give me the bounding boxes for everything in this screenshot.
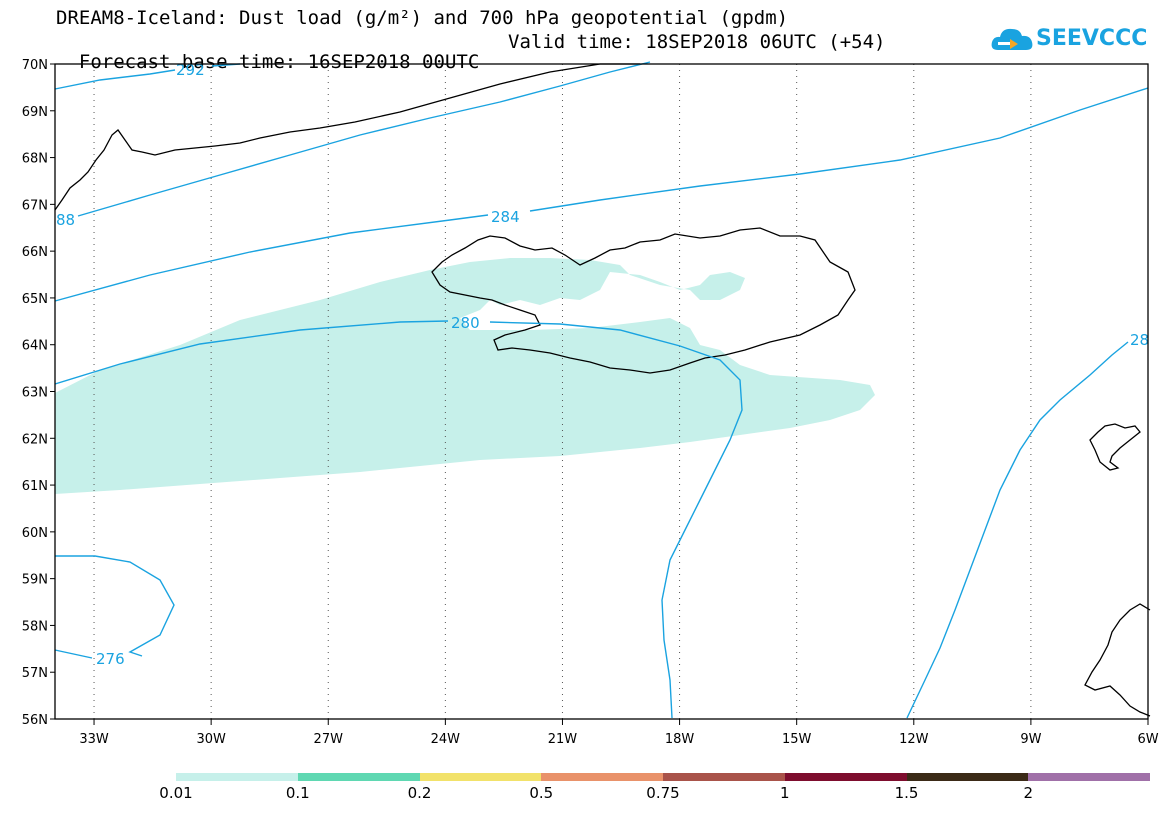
cloud-icon xyxy=(991,28,1033,50)
contour-label-276: 276 xyxy=(96,650,125,668)
colorbar-swatch xyxy=(419,773,542,781)
contour-28x-east xyxy=(906,341,1129,719)
colorbar-swatch xyxy=(906,773,1029,781)
contour-labels: 292 88 284 280 28 276 xyxy=(56,61,1149,668)
lat-label: 64N xyxy=(22,339,48,354)
contour-label-280: 280 xyxy=(451,314,480,332)
longitude-axis: 33W 30W 27W 24W 21W 18W 15W 12W 9W 6W xyxy=(79,719,1159,747)
lon-label: 15W xyxy=(782,732,812,747)
contour-292 xyxy=(54,63,241,90)
forecast-base-time: Forecast base time: 16SEP2018 00UTC xyxy=(78,51,480,73)
lon-label: 30W xyxy=(196,732,226,747)
latitude-axis: 70N 69N 68N 67N 66N 65N 64N 63N 62N 61N 60N 59N 58N 5… xyxy=(22,58,55,728)
lat-label: 62N xyxy=(22,432,48,447)
lon-label: 6W xyxy=(1137,732,1158,747)
logo-text: SEEVCCC xyxy=(1036,26,1148,51)
valid-time: Valid time: 18SEP2018 06UTC (+54) xyxy=(508,31,886,53)
colorbar xyxy=(176,773,1150,781)
lon-label: 12W xyxy=(899,732,929,747)
colorbar-swatch xyxy=(541,773,663,781)
geopotential-contours xyxy=(54,61,1149,719)
colorbar-label: 1 xyxy=(779,784,790,802)
contour-label-284: 284 xyxy=(491,208,520,226)
colorbar-swatch xyxy=(663,773,785,781)
lat-label: 57N xyxy=(22,666,48,681)
lon-label: 9W xyxy=(1020,732,1041,747)
lat-label: 69N xyxy=(22,105,48,120)
contour-280 xyxy=(54,320,743,719)
map-subtitle: Forecast base time: 16SEP2018 00UTC Vali… xyxy=(56,32,886,92)
lat-label: 67N xyxy=(22,198,48,213)
lat-label: 61N xyxy=(22,479,48,494)
contour-288 xyxy=(77,61,651,217)
lat-label: 66N xyxy=(22,245,48,260)
lon-label: 24W xyxy=(431,732,461,747)
contour-276 xyxy=(54,555,175,659)
lon-label: 33W xyxy=(79,732,109,747)
colorbar-swatch xyxy=(784,773,907,781)
seevccc-logo: SEEVCCC xyxy=(990,22,1150,58)
lat-label: 70N xyxy=(22,58,48,73)
lat-label: 65N xyxy=(22,292,48,307)
coastlines xyxy=(54,63,1151,717)
lat-label: 56N xyxy=(22,713,48,728)
lon-label: 27W xyxy=(314,732,344,747)
colorbar-label: 0.1 xyxy=(285,784,310,802)
map-title: DREAM8-Iceland: Dust load (g/m²) and 700… xyxy=(56,7,789,29)
greenland-coast xyxy=(54,63,640,211)
colorbar-swatch xyxy=(176,773,298,781)
colorbar-label: 2 xyxy=(1023,784,1034,802)
lat-label: 59N xyxy=(22,573,48,588)
contour-label-292: 292 xyxy=(176,61,205,79)
dust-area xyxy=(55,258,875,494)
colorbar-swatch xyxy=(297,773,420,781)
iceland-coast xyxy=(431,227,856,374)
contour-284 xyxy=(54,87,1149,302)
contour-label-88: 88 xyxy=(56,211,75,229)
lat-label: 60N xyxy=(22,526,48,541)
colorbar-label: 0.5 xyxy=(529,784,554,802)
colorbar-label: 0.01 xyxy=(159,784,193,802)
dust-load-shading xyxy=(55,258,875,494)
colorbar-label: 0.75 xyxy=(646,784,680,802)
lat-label: 58N xyxy=(22,619,48,634)
scotland-coast xyxy=(1084,603,1151,717)
colorbar-label: 0.2 xyxy=(407,784,432,802)
contour-label-28: 28 xyxy=(1130,331,1149,349)
lon-label: 18W xyxy=(665,732,695,747)
colorbar-swatch xyxy=(1028,773,1150,781)
faroe-coast xyxy=(1089,423,1141,471)
lat-label: 63N xyxy=(22,386,48,401)
lat-label: 68N xyxy=(22,152,48,167)
colorbar-label: 1.5 xyxy=(894,784,919,802)
lon-label: 21W xyxy=(548,732,578,747)
